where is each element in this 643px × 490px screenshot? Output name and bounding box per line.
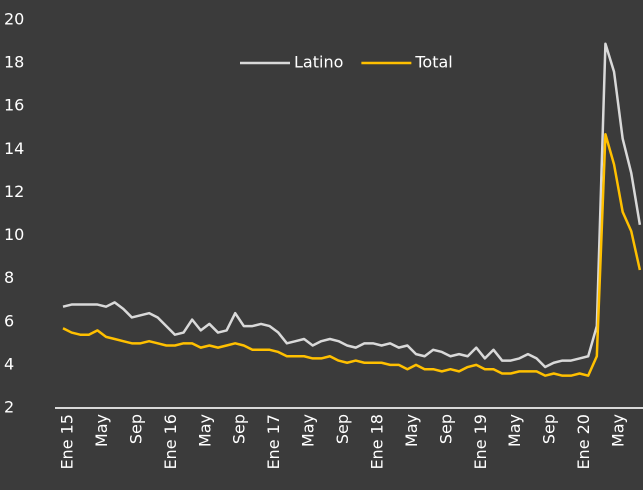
y-tick-label: 16 <box>4 96 24 115</box>
y-tick-label: 20 <box>4 10 24 29</box>
x-tick-label: Ene 15 <box>58 414 77 470</box>
x-tick-label: Ene 17 <box>264 414 283 470</box>
x-tick-label: Ene 16 <box>161 414 180 470</box>
data-line <box>62 42 642 369</box>
y-tick-label: 6 <box>4 311 14 330</box>
x-tick-label: Sep <box>333 414 352 444</box>
x-tick-label: Ene 19 <box>471 414 490 470</box>
x-tick-label: May <box>505 414 524 447</box>
y-tick-label: 14 <box>4 139 24 158</box>
x-tick-label: May <box>402 414 421 447</box>
x-tick-label: May <box>299 414 318 447</box>
x-tick-label: May <box>195 414 214 447</box>
x-tick-label: Sep <box>436 414 455 444</box>
y-tick-label: 4 <box>4 354 14 373</box>
legend-label: Total <box>414 53 452 72</box>
x-tick-label: Sep <box>540 414 559 444</box>
x-tick-label: May <box>609 414 628 447</box>
x-tick-label: May <box>92 414 111 447</box>
data-line <box>62 132 642 377</box>
y-tick-label: 18 <box>4 53 24 72</box>
x-tick-label: Sep <box>230 414 249 444</box>
y-tick-label: 2 <box>4 398 14 417</box>
x-tick-label: Ene 20 <box>574 414 593 470</box>
y-tick-label: 8 <box>4 268 14 287</box>
y-tick-label: 10 <box>4 225 24 244</box>
y-tick-label: 12 <box>4 182 24 201</box>
x-tick-label: Sep <box>126 414 145 444</box>
x-tick-label: Ene 18 <box>367 414 386 470</box>
legend-label: Latino <box>294 53 343 72</box>
